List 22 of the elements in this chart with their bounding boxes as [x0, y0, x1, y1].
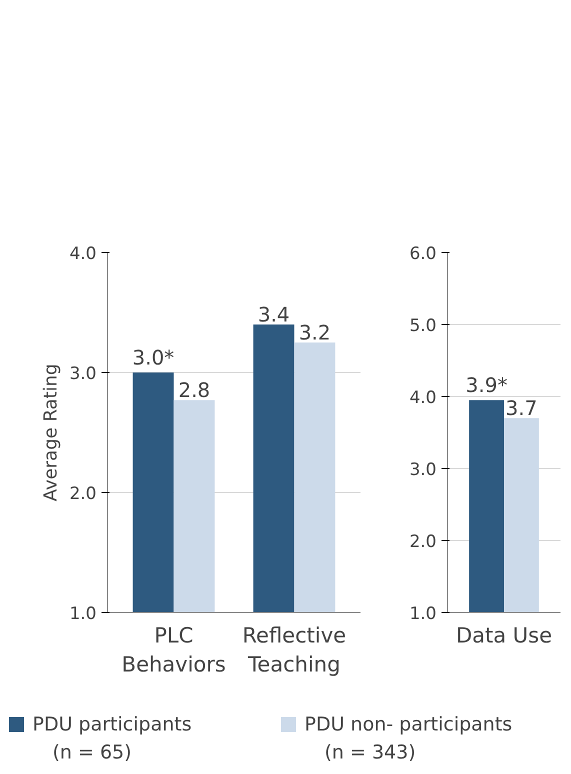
x-tick-label: Reflective Teaching: [242, 624, 346, 676]
legend-label: PDU participants (n = 65): [32, 714, 192, 764]
y-tick-label: 1.0: [409, 604, 437, 624]
data-label: 2.8: [178, 378, 210, 402]
y-tick-label: 2.0: [69, 484, 97, 504]
data-label: 3.9*: [466, 373, 508, 398]
x-tick-label: PLC Behaviors: [122, 624, 226, 676]
y-tick-label: 3.0: [409, 460, 437, 480]
y-tick-label: 6.0: [409, 244, 437, 264]
data-label: 3.7: [506, 396, 538, 420]
y-tick-label: 4.0: [409, 388, 437, 408]
y-tick-label: 4.0: [69, 244, 97, 264]
y-tick-label: 1.0: [69, 604, 97, 624]
data-label: 3.0*: [132, 346, 174, 370]
y-tick-label: 5.0: [409, 316, 437, 336]
legend-label: PDU non- participants (n = 343): [304, 714, 512, 764]
data-label: 3.4: [258, 302, 290, 326]
y-axis-title: Average Rating: [40, 364, 62, 502]
x-tick-label: Data Use: [456, 624, 552, 648]
y-tick-label: 2.0: [409, 532, 437, 552]
y-tick-label: 3.0: [69, 364, 97, 384]
data-label: 3.2: [298, 320, 331, 344]
